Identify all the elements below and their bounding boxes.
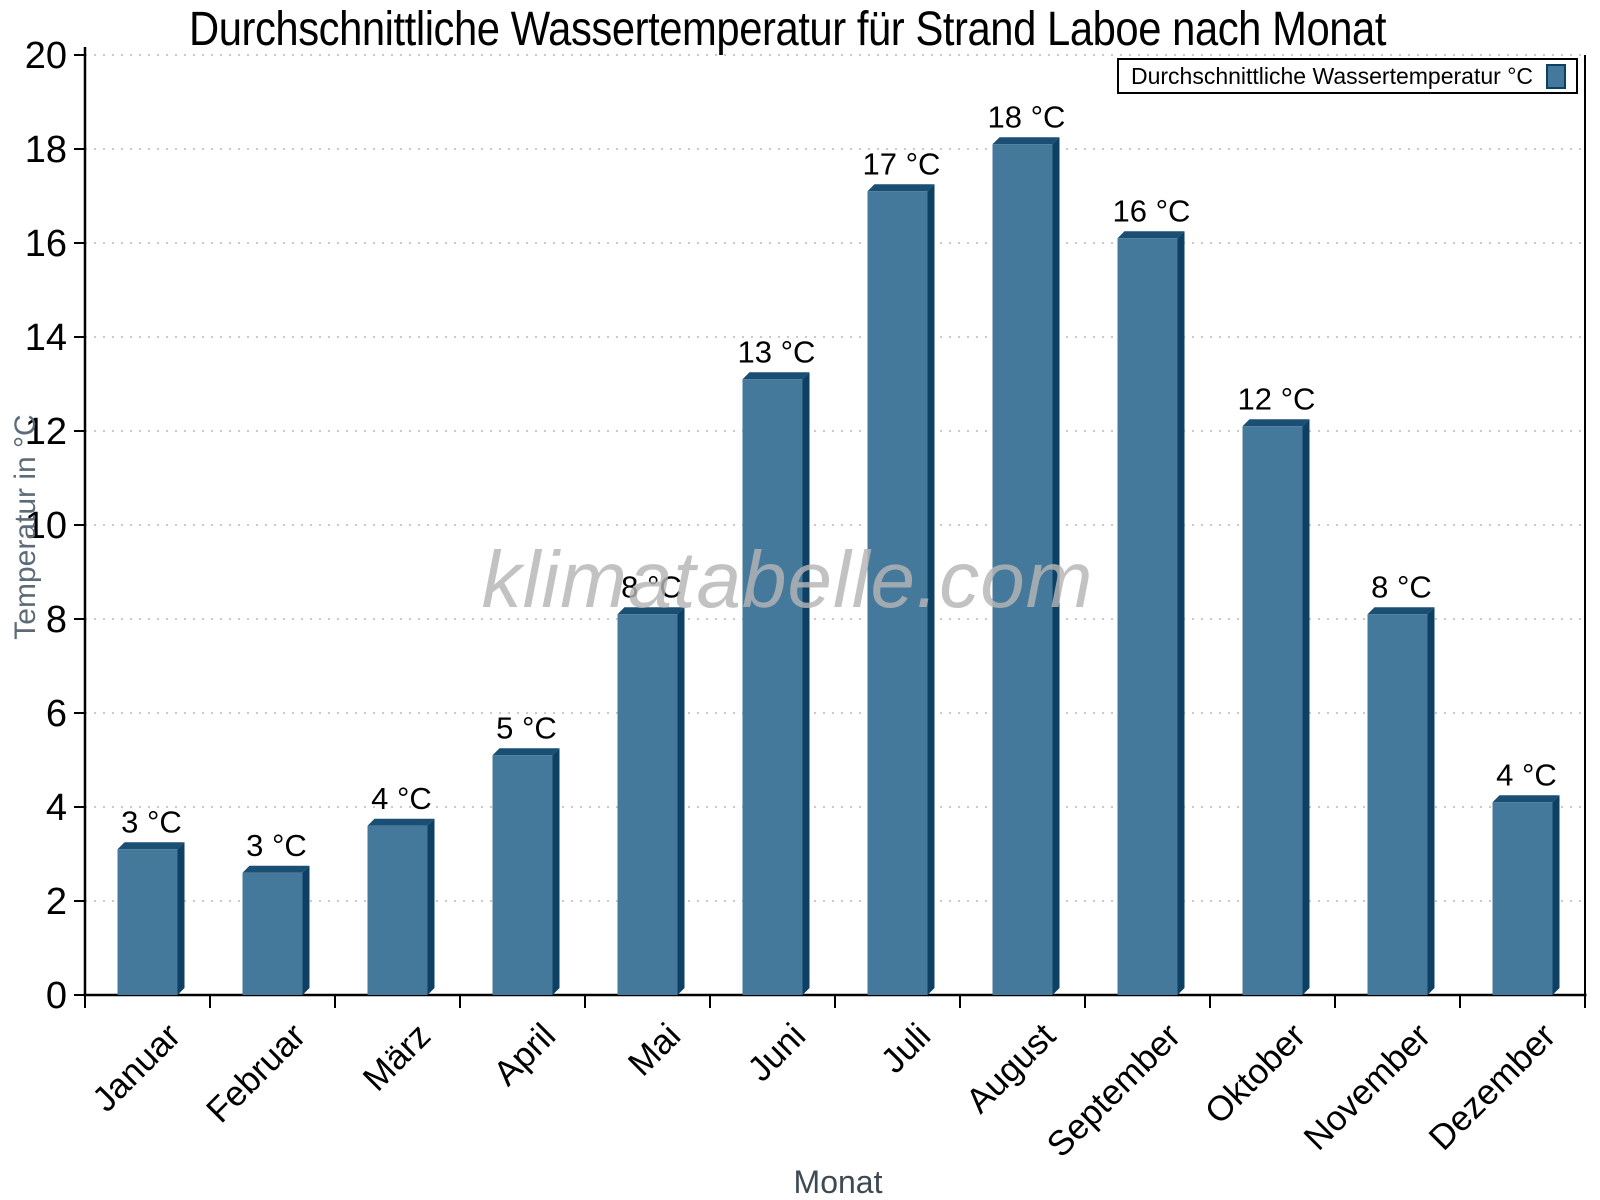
bar — [1117, 238, 1178, 996]
bar-value-label: 18 °C — [988, 99, 1066, 134]
x-tick-label: September — [1040, 1016, 1189, 1165]
bar — [492, 755, 553, 995]
y-tick-label: 8 — [46, 599, 67, 641]
bar-value-label: 4 °C — [1496, 757, 1557, 792]
bar-value-label: 8 °C — [1371, 569, 1432, 604]
bar-top-face — [742, 372, 810, 380]
y-tick-label: 6 — [46, 693, 67, 735]
y-tick-label: 20 — [25, 35, 67, 77]
chart-title: Durchschnittliche Wassertemperatur für S… — [188, 3, 1387, 56]
y-axis-title: Temperatur in °C — [9, 414, 42, 640]
bar-top-face — [1117, 231, 1185, 239]
legend-label: Durchschnittliche Wassertemperatur °C — [1130, 62, 1533, 89]
x-tick-label: Oktober — [1198, 1016, 1314, 1132]
y-tick-label: 4 — [46, 787, 67, 829]
y-tick-label: 12 — [25, 411, 67, 453]
bar — [742, 379, 803, 995]
bar-top-face — [1367, 607, 1435, 615]
x-tick-label: Juni — [740, 1016, 813, 1089]
y-tick-label: 10 — [25, 505, 67, 547]
bar-side-face — [427, 818, 435, 995]
bar — [1242, 426, 1303, 995]
y-tick-label: 2 — [46, 881, 67, 923]
bar-top-face — [1242, 419, 1310, 427]
bar-value-label: 12 °C — [1238, 381, 1316, 416]
bar-value-label: 5 °C — [496, 710, 557, 745]
bar-value-label: 4 °C — [371, 781, 432, 816]
bar — [1492, 802, 1553, 995]
x-tick-label: Februar — [199, 1016, 313, 1130]
x-tick-label: Mai — [621, 1016, 688, 1083]
y-tick-label: 14 — [25, 317, 67, 359]
bar — [992, 144, 1053, 996]
legend-box: Durchschnittliche Wassertemperatur °C — [1116, 58, 1578, 94]
x-tick-label: August — [959, 1016, 1064, 1121]
bar-top-face — [242, 865, 310, 873]
x-tick-label: November — [1296, 1016, 1438, 1158]
bar-side-face — [927, 184, 935, 996]
x-tick-label: Januar — [85, 1016, 188, 1119]
bar — [867, 191, 928, 996]
bar-top-face — [1492, 795, 1560, 803]
bar-side-face — [177, 842, 185, 995]
x-axis-title: Monat — [793, 1164, 883, 1200]
bar-top-face — [992, 137, 1060, 145]
watermark-text: klimatabelle.com — [481, 535, 1094, 624]
bar — [1367, 614, 1428, 995]
bar-side-face — [1552, 795, 1560, 995]
bar-value-label: 13 °C — [738, 334, 816, 369]
bar-side-face — [677, 607, 685, 995]
bar-side-face — [552, 748, 560, 995]
bar-top-face — [867, 184, 935, 192]
bar-value-label: 16 °C — [1113, 193, 1191, 228]
bar-top-face — [492, 748, 560, 756]
bar-top-face — [117, 842, 185, 850]
bar-side-face — [1427, 607, 1435, 995]
bar — [617, 614, 678, 995]
y-tick-label: 16 — [25, 223, 67, 265]
y-tick-label: 0 — [46, 975, 67, 1017]
bar-top-face — [367, 818, 435, 826]
x-tick-label: April — [486, 1016, 563, 1093]
bar — [242, 872, 303, 995]
bar-side-face — [802, 372, 810, 995]
bar-value-label: 17 °C — [863, 146, 941, 181]
bar-top-face — [617, 607, 685, 615]
bar-side-face — [1302, 419, 1310, 995]
bar-side-face — [1177, 231, 1185, 996]
x-tick-label: Dezember — [1421, 1016, 1563, 1158]
legend-swatch — [1546, 63, 1566, 89]
bar-value-label: 3 °C — [121, 804, 182, 839]
bar-side-face — [1052, 137, 1060, 996]
bar-side-face — [302, 865, 310, 995]
bar-value-label: 8 °C — [621, 569, 682, 604]
x-tick-label: Juli — [873, 1016, 938, 1081]
bar — [367, 825, 428, 995]
x-tick-label: März — [356, 1016, 439, 1099]
bar-value-label: 3 °C — [246, 828, 307, 863]
bar — [117, 849, 178, 995]
y-tick-label: 18 — [25, 129, 67, 171]
